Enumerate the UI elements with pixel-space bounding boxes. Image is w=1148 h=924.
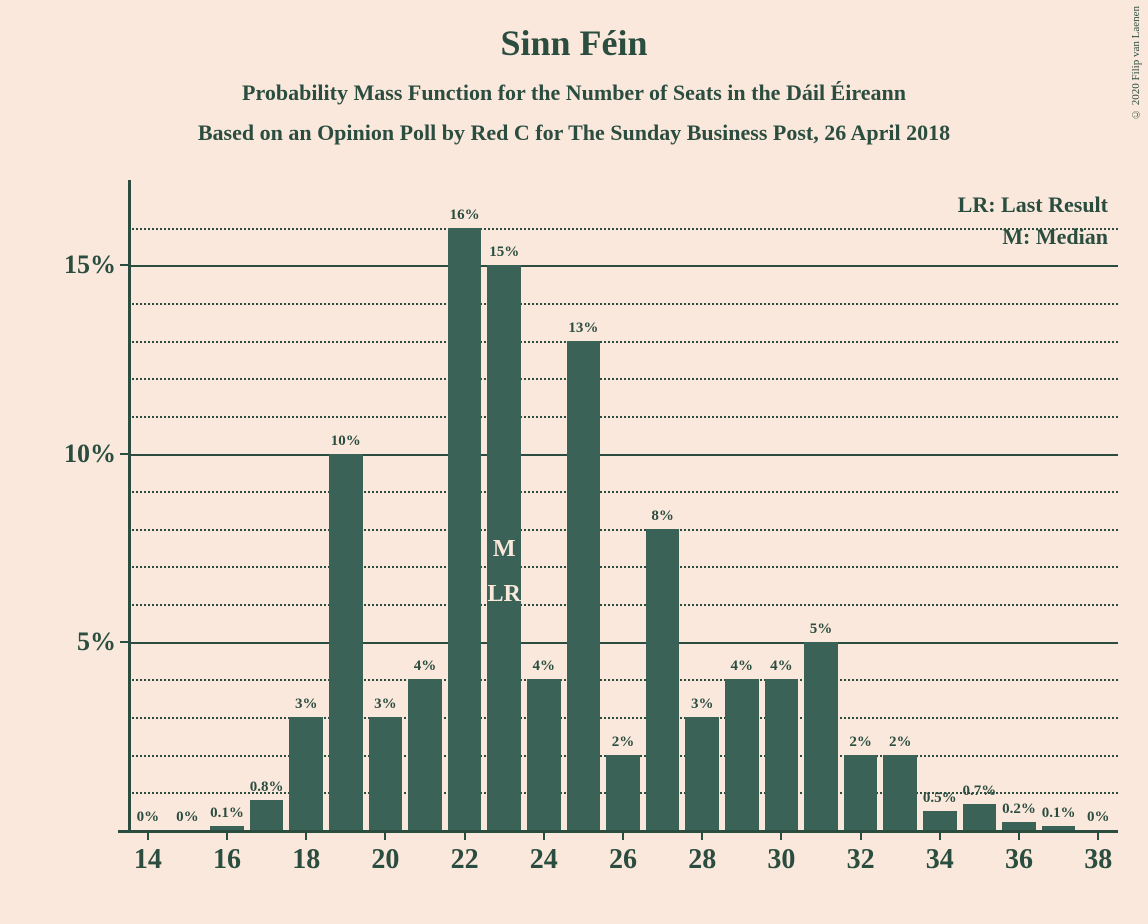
bar [567, 341, 601, 830]
bar [883, 755, 917, 830]
chart-subtitle-2: Based on an Opinion Poll by Red C for Th… [0, 106, 1148, 146]
gridline-minor [128, 529, 1118, 531]
legend-last-result: LR: Last Result [958, 192, 1108, 218]
bar [1002, 822, 1036, 830]
gridline-minor [128, 341, 1118, 343]
y-axis [128, 180, 131, 830]
x-tick-mark [622, 830, 624, 840]
bar-annotation: LR [487, 581, 521, 608]
y-tick-mark [120, 453, 128, 455]
bar [606, 755, 640, 830]
gridline-major [128, 454, 1118, 456]
x-tick-label: 38 [1068, 844, 1128, 876]
x-tick-mark [701, 830, 703, 840]
chart-subtitle-1: Probability Mass Function for the Number… [0, 64, 1148, 106]
x-tick-mark [226, 830, 228, 840]
x-axis [118, 830, 1118, 833]
x-tick-mark [543, 830, 545, 840]
x-tick-label: 34 [910, 844, 970, 876]
gridline-minor [128, 604, 1118, 606]
bar-label: 0.1% [202, 805, 252, 822]
x-tick-mark [780, 830, 782, 840]
bar [685, 717, 719, 830]
gridline-minor [128, 717, 1118, 719]
x-tick-mark [305, 830, 307, 840]
x-tick-label: 16 [197, 844, 257, 876]
x-tick-label: 18 [276, 844, 336, 876]
y-tick-label: 5% [36, 627, 116, 657]
bar-label: 15% [479, 244, 529, 261]
gridline-minor [128, 491, 1118, 493]
bar [1042, 826, 1076, 830]
x-tick-label: 30 [751, 844, 811, 876]
bar [448, 228, 482, 830]
gridline-minor [128, 303, 1118, 305]
y-tick-mark [120, 641, 128, 643]
bar-label: 3% [361, 696, 411, 713]
bar-label: 4% [519, 658, 569, 675]
x-tick-mark [384, 830, 386, 840]
bar-label: 2% [875, 734, 925, 751]
bar-label: 4% [400, 658, 450, 675]
x-tick-label: 36 [989, 844, 1049, 876]
x-tick-mark [1018, 830, 1020, 840]
x-tick-mark [147, 830, 149, 840]
y-tick-label: 10% [36, 439, 116, 469]
bar-label: 16% [440, 207, 490, 224]
bar-label: 3% [281, 696, 331, 713]
legend-median: M: Median [1002, 224, 1108, 250]
x-tick-label: 28 [672, 844, 732, 876]
bar-label: 13% [559, 320, 609, 337]
y-tick-label: 15% [36, 250, 116, 280]
bar [923, 811, 957, 830]
x-tick-label: 32 [831, 844, 891, 876]
y-tick-mark [120, 264, 128, 266]
gridline-minor [128, 228, 1118, 230]
bar [844, 755, 878, 830]
bar [765, 679, 799, 830]
x-tick-label: 20 [355, 844, 415, 876]
x-tick-mark [939, 830, 941, 840]
x-tick-label: 24 [514, 844, 574, 876]
chart-title: Sinn Féin [0, 0, 1148, 64]
chart-plot-area: 5%10%15%0%0%0.1%0.8%3%10%3%4%16%15%4%13%… [128, 190, 1118, 830]
bar-label: 8% [638, 508, 688, 525]
bar-annotation: M [487, 536, 521, 563]
bar-label: 10% [321, 433, 371, 450]
x-tick-mark [464, 830, 466, 840]
gridline-major [128, 265, 1118, 267]
bar-label: 2% [598, 734, 648, 751]
gridline-minor [128, 378, 1118, 380]
x-tick-label: 22 [435, 844, 495, 876]
bar [369, 717, 403, 830]
bar-label: 5% [796, 621, 846, 638]
bar [408, 679, 442, 830]
gridline-minor [128, 679, 1118, 681]
bar [646, 529, 680, 830]
bar-label: 0% [1073, 809, 1123, 826]
bar [329, 454, 363, 830]
bar [725, 679, 759, 830]
x-tick-label: 14 [118, 844, 178, 876]
copyright-text: © 2020 Filip van Laenen [1130, 6, 1142, 120]
x-tick-mark [1097, 830, 1099, 840]
bar [250, 800, 284, 830]
bar-label: 4% [757, 658, 807, 675]
bar-label: 0.7% [955, 783, 1005, 800]
bar [289, 717, 323, 830]
bar [963, 804, 997, 830]
x-tick-mark [860, 830, 862, 840]
gridline-major [128, 642, 1118, 644]
bar-label: 3% [677, 696, 727, 713]
bar [527, 679, 561, 830]
x-tick-label: 26 [593, 844, 653, 876]
gridline-minor [128, 416, 1118, 418]
bar [804, 642, 838, 830]
bar-label: 0.8% [242, 779, 292, 796]
gridline-minor [128, 566, 1118, 568]
